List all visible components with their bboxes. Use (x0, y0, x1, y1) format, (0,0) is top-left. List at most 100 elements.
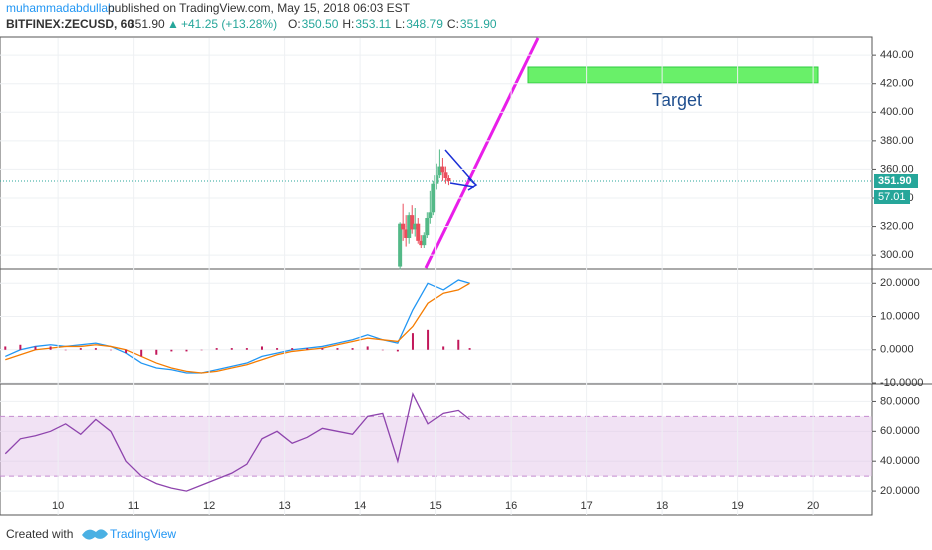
y-tick-label: 10.0000 (880, 310, 920, 322)
change-arrow: ▲ (167, 17, 179, 31)
last-price: 351.90 (128, 17, 165, 31)
indicator-line (5, 279, 470, 374)
ohlc-value: 353.11 (355, 17, 391, 31)
histogram-bar (34, 346, 37, 350)
y-tick-label: 80.0000 (880, 395, 920, 407)
histogram-bar (109, 349, 112, 351)
histogram-bar (442, 346, 445, 350)
histogram-bar (245, 348, 248, 350)
trend-line (424, 37, 540, 269)
ohlc-label: L: (395, 17, 405, 31)
candle-body (401, 223, 406, 230)
histogram-bar (94, 348, 97, 350)
candle-body (404, 229, 409, 238)
histogram-bar (260, 346, 263, 350)
candle-body (419, 240, 424, 246)
candle-body (422, 235, 427, 246)
target-label: Target (652, 90, 702, 110)
footer-created: Created with (6, 527, 73, 541)
histogram-bar (291, 348, 294, 350)
candle-body (398, 223, 403, 267)
histogram-bar (155, 349, 158, 355)
histogram-bar (64, 349, 67, 351)
histogram-bar (427, 329, 430, 350)
x-tick-label: 11 (128, 500, 139, 512)
countdown: 57.01 (878, 191, 906, 203)
y-tick-label: 60.0000 (880, 425, 920, 437)
histogram-bar (140, 349, 143, 357)
x-tick-label: 16 (505, 500, 517, 512)
histogram-bar (125, 349, 128, 354)
candle-body (413, 223, 418, 230)
candle-body (443, 172, 448, 178)
x-tick-label: 12 (203, 500, 215, 512)
y-tick-label: 320.00 (880, 220, 914, 232)
histogram-bar (79, 348, 82, 350)
price-tag-bg (874, 174, 918, 188)
histogram-bar (411, 333, 414, 350)
author[interactable]: muhammadabdullah (6, 1, 115, 15)
y-tick-label: 300.00 (880, 249, 914, 261)
x-tick-label: 18 (656, 500, 668, 512)
published: published on TradingView.com, May 15, 20… (108, 1, 411, 15)
ohlc-label: H: (342, 17, 354, 31)
histogram-bar (468, 348, 471, 350)
x-tick-label: 10 (52, 500, 64, 512)
indicator-line (5, 282, 470, 374)
histogram-bar (396, 349, 399, 352)
y-tick-label: 380.00 (880, 135, 914, 147)
histogram-bar (457, 339, 460, 350)
change: +41.25 (+13.28%) (181, 17, 277, 31)
x-tick-label: 14 (354, 500, 366, 512)
x-tick-label: 20 (807, 500, 819, 512)
histogram-bar (336, 348, 339, 350)
histogram-bar (230, 348, 233, 350)
y-tick-label: 360.00 (880, 163, 914, 175)
histogram-bar (381, 349, 384, 351)
y-tick-label: 400.00 (880, 106, 914, 118)
indicator-line (4, 392, 471, 492)
target-zone (527, 66, 819, 84)
y-tick-label: 20.0000 (880, 277, 920, 289)
countdown-bg (874, 190, 910, 204)
ohlc-value: 350.50 (302, 17, 339, 31)
y-tick-label: 420.00 (880, 78, 914, 90)
candle-body (437, 166, 442, 176)
price-tag: 351.90 (878, 175, 912, 187)
candle-body (446, 178, 451, 181)
histogram-bar (351, 348, 354, 350)
histogram-bar (215, 348, 218, 350)
histogram-bar (19, 344, 22, 350)
candle-body (434, 175, 439, 184)
candle-body (428, 212, 433, 218)
footer-brand[interactable]: TradingView (110, 527, 176, 541)
y-tick-label: 440.00 (880, 49, 914, 61)
y-tick-label: 20.0000 (880, 485, 920, 497)
ohlc-label: O: (288, 17, 301, 31)
histogram-bar (200, 349, 203, 351)
candle-body (425, 218, 430, 236)
candle-body (440, 166, 445, 173)
ohlc-value: 348.79 (406, 17, 443, 31)
histogram-bar (4, 346, 7, 350)
histogram-bar (321, 348, 324, 350)
x-tick-label: 13 (279, 500, 291, 512)
ohlc-value: 351.90 (460, 17, 497, 31)
histogram-bar (49, 346, 52, 350)
x-tick-label: 15 (429, 500, 441, 512)
histogram-bar (170, 349, 173, 352)
arrow-drawing (444, 149, 478, 191)
histogram-bar (306, 348, 309, 350)
candle-body (407, 215, 412, 238)
histogram-bar (276, 348, 279, 350)
candle-body (410, 215, 415, 230)
symbol: BITFINEX:ZECUSD, 60 (6, 17, 134, 31)
ohlc-label: C: (447, 17, 459, 31)
candle-body (431, 183, 436, 213)
candle-body (416, 223, 421, 241)
y-tick-label: 40.0000 (880, 455, 920, 467)
histogram-bar (185, 349, 188, 352)
y-tick-label: 0.0000 (880, 344, 914, 356)
